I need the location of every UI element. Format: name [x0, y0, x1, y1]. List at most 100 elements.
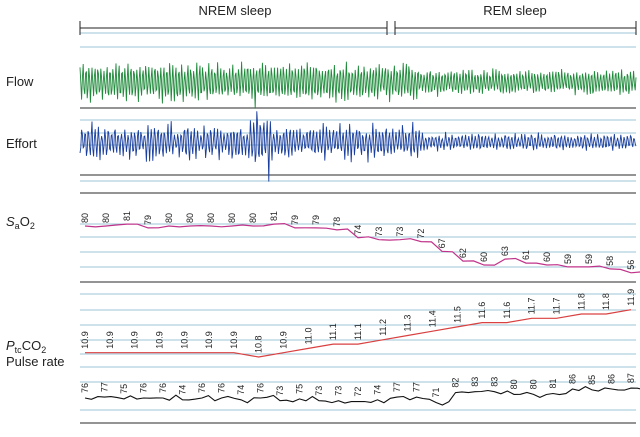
pulse-value-label: 80	[509, 379, 519, 389]
channel-label-ptcco2: PtcCO2	[6, 338, 46, 355]
pulse-value-label: 71	[431, 387, 441, 397]
sao2-value-label: 79	[311, 215, 321, 225]
ptcco2-value-label: 11.2	[378, 319, 388, 336]
sao2-value-label: 80	[185, 213, 195, 223]
pulse-value-label: 75	[119, 384, 129, 394]
pulse-value-label: 87	[626, 373, 636, 383]
channel-label-pulse: Pulse rate	[6, 354, 65, 369]
phase-label-nrem: NREM sleep	[199, 3, 272, 18]
ptcco2-label-sub: tc	[15, 345, 23, 355]
ptcco2-value-label: 11.3	[403, 315, 413, 332]
pulse-value-label: 76	[139, 383, 149, 393]
pulse-value-label: 73	[275, 386, 285, 396]
pulse-value-label: 74	[373, 385, 383, 395]
ptcco2-value-label: 10.9	[179, 331, 189, 349]
ptcco2-value-label: 11.6	[477, 302, 487, 319]
pulse-value-label: 86	[568, 374, 578, 384]
channel-labels: Flow Effort SaO2 PtcCO2 Pulse rate	[6, 74, 65, 369]
phase-label-rem: REM sleep	[483, 3, 547, 18]
ptcco2-value-label: 11.1	[353, 323, 363, 340]
ptcco2-value-label: 11.8	[576, 293, 586, 310]
ptcco2-value-label: 10.9	[229, 331, 239, 349]
ptcco2-trace	[85, 309, 632, 358]
pulse-value-label: 72	[353, 387, 363, 397]
ptcco2-label-rest: CO	[22, 338, 42, 353]
sao2-value-label: 67	[437, 238, 447, 248]
sao2-value-label: 79	[143, 215, 153, 225]
effort-waveform	[79, 111, 637, 182]
ptcco2-value-label: 11.5	[452, 306, 462, 323]
sao2-label-rest: O	[20, 214, 30, 229]
sao2-label-sub2: 2	[30, 221, 35, 231]
sao2-value-label: 72	[416, 229, 426, 239]
ptcco2-value-label: 11.7	[527, 297, 537, 314]
pulse-value-label: 86	[607, 374, 617, 384]
sao2-trace	[84, 222, 640, 274]
pulse-trace	[84, 385, 640, 406]
ptcco2-value-label: 10.8	[254, 335, 264, 353]
flow-waveform	[79, 61, 637, 109]
sao2-value-label: 79	[290, 215, 300, 225]
pulse-value-label: 77	[412, 382, 422, 392]
sao2-value-label: 80	[248, 213, 258, 223]
sao2-value-label: 80	[164, 213, 174, 223]
sao2-value-label: 73	[395, 227, 405, 237]
pulse-value-label: 77	[392, 382, 402, 392]
sao2-label-sub: a	[15, 221, 20, 231]
pulse-value-label: 73	[314, 386, 324, 396]
sao2-value-label: 59	[563, 254, 573, 264]
pulse-value-label: 85	[587, 375, 597, 385]
ptcco2-value-label: 10.9	[130, 331, 140, 349]
value-labels: 80 80 81 79 80 80 80 80 80 81 79 79 78 74 73 73 72 67 62 60…	[80, 211, 636, 397]
pulse-value-label: 76	[217, 383, 227, 393]
pulse-value-label: 74	[178, 385, 188, 395]
sao2-value-label: 58	[605, 256, 615, 266]
ptcco2-value-label: 11.6	[502, 302, 512, 319]
ptcco2-value-label: 11.0	[303, 328, 313, 345]
ptcco2-value-label: 11.7	[552, 297, 562, 314]
sao2-value-label: 74	[353, 225, 363, 235]
signal-layer	[79, 61, 640, 406]
pulse-value-label: 76	[197, 383, 207, 393]
sao2-value-label: 81	[269, 211, 279, 221]
ptcco2-label-main: P	[6, 338, 15, 353]
pulse-value-label: 83	[490, 377, 500, 387]
sao2-value-label: 78	[332, 217, 342, 227]
ptcco2-value-label: 10.9	[279, 331, 289, 349]
channel-label-sao2: SaO2	[6, 214, 35, 231]
ptcco2-value-label: 10.9	[154, 331, 164, 349]
pulse-value-label: 76	[256, 383, 266, 393]
ptcco2-value-label: 11.4	[427, 310, 437, 327]
pulse-value-label: 83	[470, 377, 480, 387]
pulse-value-label: 76	[80, 383, 90, 393]
ptcco2-value-label: 10.9	[204, 331, 214, 349]
sao2-value-label: 81	[122, 211, 132, 221]
pulse-value-label: 76	[158, 383, 168, 393]
channel-label-flow: Flow	[6, 74, 34, 89]
pulse-value-label: 77	[100, 382, 110, 392]
pulse-value-label: 81	[548, 378, 558, 388]
sao2-value-label: 63	[500, 246, 510, 256]
sao2-value-label: 73	[374, 227, 384, 237]
ptcco2-value-label: 11.9	[626, 289, 636, 306]
sao2-value-label: 60	[542, 252, 552, 262]
sao2-value-label: 80	[206, 213, 216, 223]
pulse-value-label: 73	[334, 386, 344, 396]
sao2-value-label: 61	[521, 250, 531, 260]
pulse-value-label: 75	[295, 384, 305, 394]
ptcco2-value-label: 10.9	[80, 331, 90, 349]
sao2-label-main: S	[6, 214, 15, 229]
sao2-value-label: 80	[80, 213, 90, 223]
sao2-value-label: 60	[479, 252, 489, 262]
ptcco2-label-sub2: 2	[41, 345, 46, 355]
pulse-value-label: 80	[529, 379, 539, 389]
pulse-value-label: 82	[451, 378, 461, 388]
ptcco2-value-label: 11.8	[601, 293, 611, 310]
sao2-value-label: 62	[458, 248, 468, 258]
pulse-value-label: 74	[236, 385, 246, 395]
ptcco2-value-label: 11.1	[328, 323, 338, 340]
sao2-value-label: 56	[626, 260, 636, 270]
phase-bar: NREM sleep REM sleep	[79, 3, 637, 35]
